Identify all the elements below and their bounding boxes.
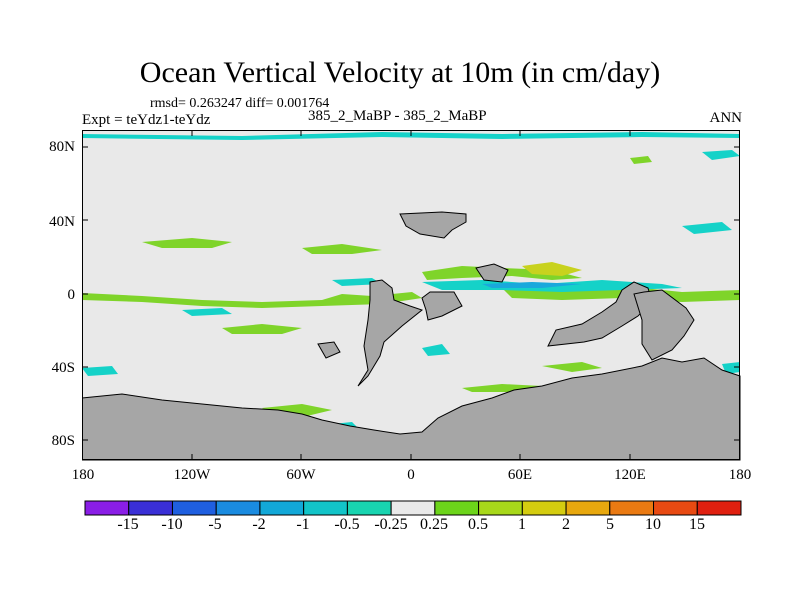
lat-label-eq: 0 <box>67 287 76 303</box>
colorbar-swatch <box>303 500 348 516</box>
season-label: ANN <box>709 110 743 126</box>
landmass-antarctica <box>82 357 741 461</box>
colorbar-swatch <box>434 500 480 516</box>
colorbar-swatch <box>259 500 305 516</box>
colorbar-swatch <box>653 500 698 516</box>
lon-label-180e: 180 <box>728 467 752 483</box>
landmass-southeast-asia <box>547 281 653 347</box>
landmass-south-america <box>357 279 424 387</box>
stats-label: rmsd= 0.263247 diff= 0.001764 <box>150 96 330 111</box>
experiment-label: Expt = teYdz1-teYdz <box>82 112 211 128</box>
landmass-central-africa <box>421 291 463 321</box>
colorbar-swatch <box>478 500 523 516</box>
colorbar-label: 15 <box>689 516 705 533</box>
colorbar-swatch <box>171 500 217 516</box>
colorbar-swatch <box>84 500 130 516</box>
south-down-1 <box>82 366 118 376</box>
colorbar-label: -0.5 <box>334 516 360 533</box>
lat-label-40n: 40N <box>49 214 75 230</box>
colorbar-label: -0.25 <box>374 516 408 533</box>
colorbar-swatch <box>565 500 611 516</box>
colorbar-swatch <box>521 500 567 516</box>
north-down-pacific <box>682 222 732 234</box>
arctic-down-patch <box>702 150 740 160</box>
equatorial-up-band-west <box>82 292 422 308</box>
landmass-indonesia <box>633 289 695 361</box>
colorbar-label: 10 <box>645 516 661 533</box>
colorbar-label: -2 <box>252 516 266 533</box>
pacific-down-2 <box>182 308 232 316</box>
colorbar-label: -5 <box>208 516 222 533</box>
land-layer <box>82 211 741 461</box>
lon-label-120w: 120W <box>173 467 211 483</box>
case-label: 385_2_MaBP - 385_2_MaBP <box>308 108 487 124</box>
colorbar-swatch <box>215 500 261 516</box>
south-up-5 <box>542 362 602 372</box>
landmass-north-africa-europe <box>399 211 467 239</box>
landmass-arabia <box>475 263 509 283</box>
lat-label-80n: 80N <box>49 139 75 155</box>
landmass-islands <box>317 341 341 359</box>
lon-label-180w: 180 <box>71 467 95 483</box>
south-up-1 <box>222 324 302 334</box>
lon-label-0: 0 <box>407 467 415 483</box>
lon-label-120e: 120E <box>614 467 646 483</box>
colorbar-swatch <box>609 500 655 516</box>
colorbar-swatch <box>390 500 436 516</box>
lat-label-80s: 80S <box>51 433 75 449</box>
lat-label-40s: 40S <box>51 360 75 376</box>
map-title: Ocean Vertical Velocity at 10m (in cm/da… <box>139 56 661 89</box>
midlat-up-2 <box>302 244 382 254</box>
colorbar-swatch <box>346 500 392 516</box>
colorbar-swatch <box>696 500 742 516</box>
colorbar-label: -10 <box>161 516 183 533</box>
colorbar-label: 2 <box>562 516 570 533</box>
colorbar-label: 0.25 <box>420 516 448 533</box>
colorbar-label: 1 <box>518 516 526 533</box>
colorbar-label: -15 <box>117 516 139 533</box>
midlat-up-1 <box>142 238 232 248</box>
strong-up-patch <box>522 262 582 276</box>
arctic-up <box>630 156 652 164</box>
colorbar-label: -1 <box>296 516 310 533</box>
colorbar-label: 0.5 <box>468 516 488 533</box>
colorbar-swatch <box>128 500 173 516</box>
colorbar <box>84 500 742 516</box>
colorbar-label: 5 <box>606 516 614 533</box>
tick-marks <box>82 130 740 460</box>
lon-label-60e: 60E <box>507 467 533 483</box>
equatorial-down-core <box>482 282 582 288</box>
map-plot <box>82 130 741 461</box>
lon-label-60w: 60W <box>286 467 316 483</box>
atlantic-down <box>422 344 450 356</box>
